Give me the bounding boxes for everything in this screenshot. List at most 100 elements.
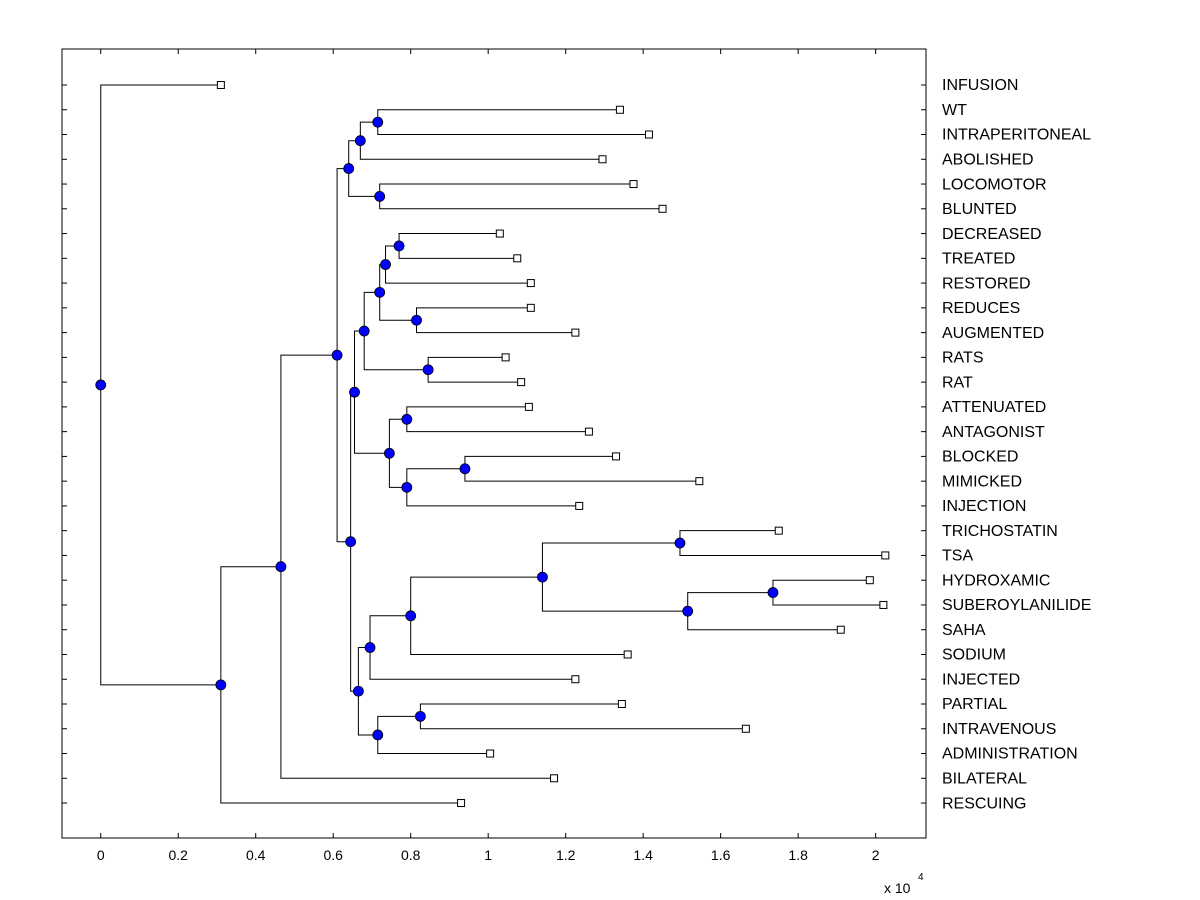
- leaf-marker-injection: [575, 501, 584, 510]
- x-multiplier-label: x 10: [884, 880, 911, 896]
- leaf-label-intravenous: INTRAVENOUS: [942, 721, 1056, 738]
- node-marker-n19: [537, 571, 548, 583]
- branch-n16-tsa: [679, 543, 886, 556]
- xtick-label-9: 1.8: [788, 847, 808, 863]
- node-marker-n20: [405, 610, 417, 622]
- leaf-label-reduces: REDUCES: [942, 300, 1020, 317]
- xtick-label-8: 1.6: [711, 847, 731, 863]
- branch-n22-partial: [419, 703, 622, 717]
- branch-n27-n26: [280, 354, 338, 567]
- node-marker-n25: [345, 536, 357, 548]
- node-marker-n10: [358, 325, 370, 337]
- branch-n10-n9: [363, 331, 429, 371]
- branch-n1-intraperitoneal: [377, 122, 649, 136]
- node-marker-n6: [380, 259, 391, 270]
- branch-n6-restored: [385, 264, 531, 284]
- leaf-marker-administration: [486, 749, 495, 758]
- node-marker-n22: [414, 710, 426, 722]
- leaf-label-mimicked: MIMICKED: [942, 473, 1022, 490]
- branch-n9-rat: [427, 369, 522, 383]
- branch-n20-n19: [410, 576, 543, 616]
- branch-n5-treated: [398, 245, 518, 259]
- branch-n4-n3: [348, 168, 380, 197]
- leaf-label-infusion: INFUSION: [942, 77, 1018, 94]
- branch-n24-n23: [357, 691, 378, 736]
- branch-n25-n24: [350, 541, 359, 692]
- leaf-marker-mimicked: [695, 477, 704, 486]
- node-marker-n3: [374, 191, 386, 202]
- branch-n1-wt: [377, 109, 620, 123]
- leaf-marker-abolished: [598, 155, 607, 164]
- branch-n13-injection: [406, 487, 580, 507]
- leaf-label-decreased: DECREASED: [942, 226, 1042, 243]
- node-marker-n26: [331, 349, 343, 361]
- branch-n26-n4: [336, 168, 349, 356]
- branch-n2-n1: [359, 121, 378, 141]
- leaf-label-restored: RESTORED: [942, 275, 1031, 292]
- branch-n7-reduces: [416, 307, 531, 321]
- node-marker-n8: [374, 286, 386, 298]
- node-marker-n11: [401, 413, 413, 425]
- leaf-marker-rescuing: [457, 799, 466, 808]
- node-marker-n21: [364, 642, 376, 653]
- leaf-label-hydroxamic: HYDROXAMIC: [942, 572, 1050, 589]
- leaf-label-injected: INJECTED: [942, 671, 1020, 688]
- branch-n16-trichostatin: [679, 530, 779, 544]
- node-marker-n7: [411, 314, 422, 326]
- branch-n12-blocked: [464, 455, 617, 469]
- node-marker-n1: [372, 116, 384, 128]
- node-marker-n28: [215, 679, 227, 691]
- leaf-label-partial: PARTIAL: [942, 696, 1007, 713]
- node-marker-n14: [383, 447, 395, 459]
- branch-n3-locomotor: [379, 183, 634, 197]
- node-marker-n4: [343, 163, 355, 174]
- branch-n7-augmented: [416, 320, 576, 334]
- leaf-marker-reduces: [526, 303, 535, 312]
- leaf-label-bilateral: BILATERAL: [942, 770, 1027, 787]
- leaf-marker-suberoylanilide: [879, 600, 888, 609]
- leaf-label-antagonist: ANTAGONIST: [942, 424, 1045, 441]
- node-marker-n17: [767, 587, 779, 598]
- branch-n12-mimicked: [464, 468, 700, 482]
- leaf-label-attenuated: ATTENUATED: [942, 399, 1046, 416]
- leaf-marker-infusion: [216, 81, 225, 89]
- leaf-label-blunted: BLUNTED: [942, 201, 1017, 218]
- node-marker-n5: [393, 240, 405, 252]
- node-marker-n27: [275, 561, 287, 573]
- leaf-label-intraperitoneal: INTRAPERITONEAL: [942, 127, 1091, 144]
- branch-n8-n7: [379, 292, 417, 321]
- branch-n21-injected: [369, 647, 576, 680]
- leaf-marker-intraperitoneal: [644, 130, 653, 139]
- branch-n23-n22: [377, 715, 421, 735]
- leaf-label-abolished: ABOLISHED: [942, 151, 1034, 168]
- branch-n11-antagonist: [406, 419, 589, 433]
- branch-n26-n25: [336, 355, 351, 543]
- leaf-marker-hydroxamic: [865, 576, 874, 585]
- leaf-label-administration: ADMINISTRATION: [942, 746, 1078, 763]
- branch-n28-n27: [220, 566, 281, 685]
- branch-n23-administration: [377, 734, 491, 755]
- leaf-marker-tsa: [881, 551, 890, 560]
- node-marker-n9: [422, 364, 434, 376]
- branch-n29-n28: [100, 384, 221, 686]
- leaf-label-suberoylanilide: SUBEROYLANILIDE: [942, 597, 1091, 614]
- leaf-label-augmented: AUGMENTED: [942, 325, 1044, 342]
- branch-n9-rats: [427, 356, 506, 370]
- x-multiplier-exponent: 4: [918, 872, 924, 883]
- leaf-marker-attenuated: [524, 402, 533, 411]
- leaf-marker-rats: [501, 353, 510, 362]
- xtick-label-3: 0.6: [323, 847, 343, 863]
- xtick-label-1: 0.2: [168, 847, 188, 863]
- leaf-label-sodium: SODIUM: [942, 647, 1006, 664]
- leaf-label-rescuing: RESCUING: [942, 795, 1026, 812]
- leaf-label-injection: INJECTION: [942, 498, 1026, 515]
- branch-n18-n17: [687, 592, 773, 612]
- branch-n11-attenuated: [406, 406, 529, 420]
- leaf-marker-decreased: [495, 229, 504, 238]
- leaf-marker-partial: [617, 700, 626, 708]
- leaf-label-locomotor: LOCOMOTOR: [942, 176, 1047, 193]
- branch-n14-n13: [388, 453, 407, 488]
- leaf-marker-antagonist: [584, 427, 593, 436]
- branch-n15-n14: [354, 392, 390, 454]
